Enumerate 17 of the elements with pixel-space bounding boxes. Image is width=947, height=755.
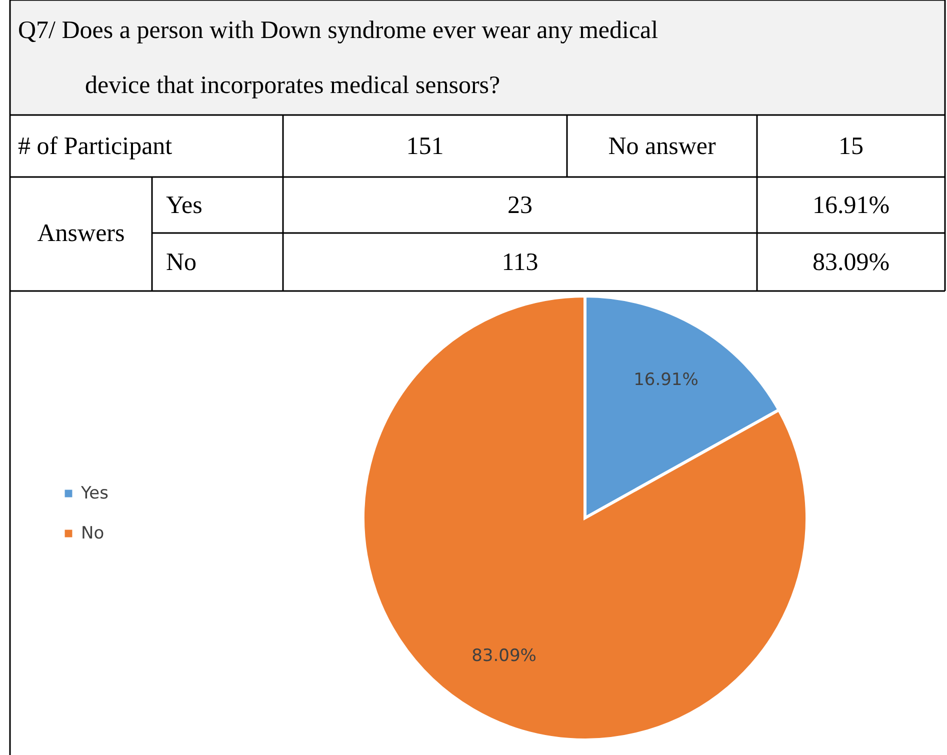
text: # of Participant [18,133,172,160]
legend-label: Yes [80,484,109,504]
text: No [166,249,197,276]
text: 16.91% [812,192,890,219]
data-label: 83.09% [472,646,536,666]
chart-title: Q7/ Does a person with Down syndrome ever wear any medical device that incorporates medical sensors? [18,17,658,99]
pie-slice [362,294,808,742]
text: 113 [502,249,538,276]
text: No answer [608,133,716,160]
text: 83.09% [812,249,890,276]
text: 151 [406,133,444,160]
text: Answers [37,220,125,247]
text: 23 [508,192,532,219]
text: Yes [166,192,202,219]
legend-label: No [81,524,104,544]
data-label: 16.91% [634,370,698,390]
text: 15 [838,133,864,160]
